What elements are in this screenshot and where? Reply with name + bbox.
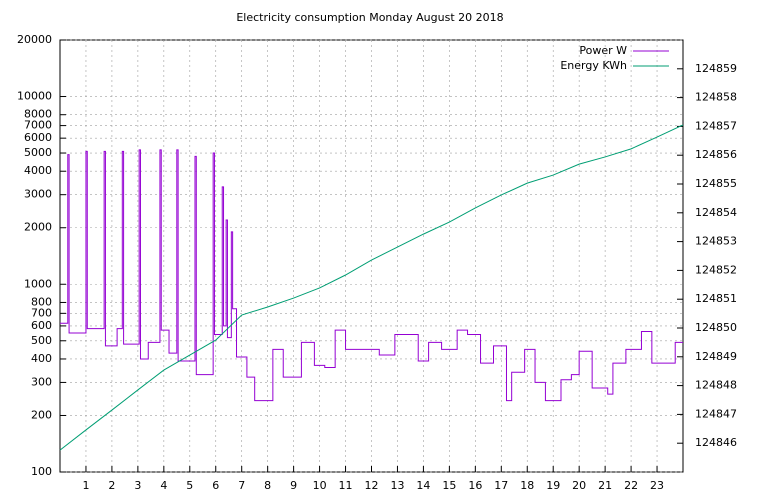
y-tick-label: 400	[31, 352, 52, 365]
y-tick-label: 600	[31, 319, 52, 332]
chart-title: Electricity consumption Monday August 20…	[236, 11, 503, 24]
y2-tick-label: 124849	[695, 350, 737, 363]
x-tick-label: 2	[108, 479, 115, 492]
y2-tick-label: 124846	[695, 436, 737, 449]
y2-tick-label: 124854	[695, 206, 737, 219]
y-tick-label: 20000	[17, 33, 52, 46]
y2-tick-label: 124853	[695, 235, 737, 248]
x-tick-label: 4	[160, 479, 167, 492]
legend-label: Energy KWh	[560, 59, 627, 72]
x-tick-label: 20	[572, 479, 586, 492]
x-tick-label: 12	[365, 479, 379, 492]
x-tick-label: 11	[339, 479, 353, 492]
x-tick-label: 14	[416, 479, 430, 492]
x-tick-label: 3	[134, 479, 141, 492]
legend-label: Power W	[579, 44, 627, 57]
x-tick-label: 23	[650, 479, 664, 492]
y-tick-label: 300	[31, 375, 52, 388]
y-tick-label: 6000	[24, 131, 52, 144]
x-tick-label: 15	[442, 479, 456, 492]
x-tick-label: 7	[238, 479, 245, 492]
x-tick-label: 21	[598, 479, 612, 492]
y2-tick-label: 124847	[695, 407, 737, 420]
x-tick-label: 10	[313, 479, 327, 492]
y-tick-label: 4000	[24, 164, 52, 177]
x-tick-label: 22	[624, 479, 638, 492]
y-tick-label: 2000	[24, 221, 52, 234]
y2-tick-label: 124851	[695, 292, 737, 305]
x-tick-label: 6	[212, 479, 219, 492]
y-tick-label: 100	[31, 465, 52, 478]
y-tick-label: 5000	[24, 146, 52, 159]
y2-tick-label: 124857	[695, 119, 737, 132]
x-tick-label: 1	[82, 479, 89, 492]
y2-tick-label: 124855	[695, 177, 737, 190]
y-tick-label: 8000	[24, 108, 52, 121]
y-tick-label: 1000	[24, 277, 52, 290]
y2-tick-label: 124856	[695, 148, 737, 161]
y-tick-label: 500	[31, 334, 52, 347]
y-tick-label: 3000	[24, 188, 52, 201]
y2-tick-label: 124850	[695, 321, 737, 334]
x-tick-label: 18	[520, 479, 534, 492]
x-tick-label: 17	[494, 479, 508, 492]
y-tick-label: 10000	[17, 90, 52, 103]
x-tick-label: 9	[290, 479, 297, 492]
y2-tick-label: 124852	[695, 263, 737, 276]
y-tick-label: 200	[31, 408, 52, 421]
y2-tick-label: 124859	[695, 62, 737, 75]
y-tick-label: 7000	[24, 119, 52, 132]
series-line	[59, 124, 684, 451]
x-tick-label: 16	[468, 479, 482, 492]
y2-tick-label: 124858	[695, 91, 737, 104]
y-tick-label: 700	[31, 306, 52, 319]
x-tick-label: 8	[264, 479, 271, 492]
x-tick-label: 19	[546, 479, 560, 492]
y-tick-label: 800	[31, 295, 52, 308]
series-line	[60, 149, 683, 402]
x-tick-label: 5	[186, 479, 193, 492]
y2-tick-label: 124848	[695, 379, 737, 392]
x-tick-label: 13	[390, 479, 404, 492]
